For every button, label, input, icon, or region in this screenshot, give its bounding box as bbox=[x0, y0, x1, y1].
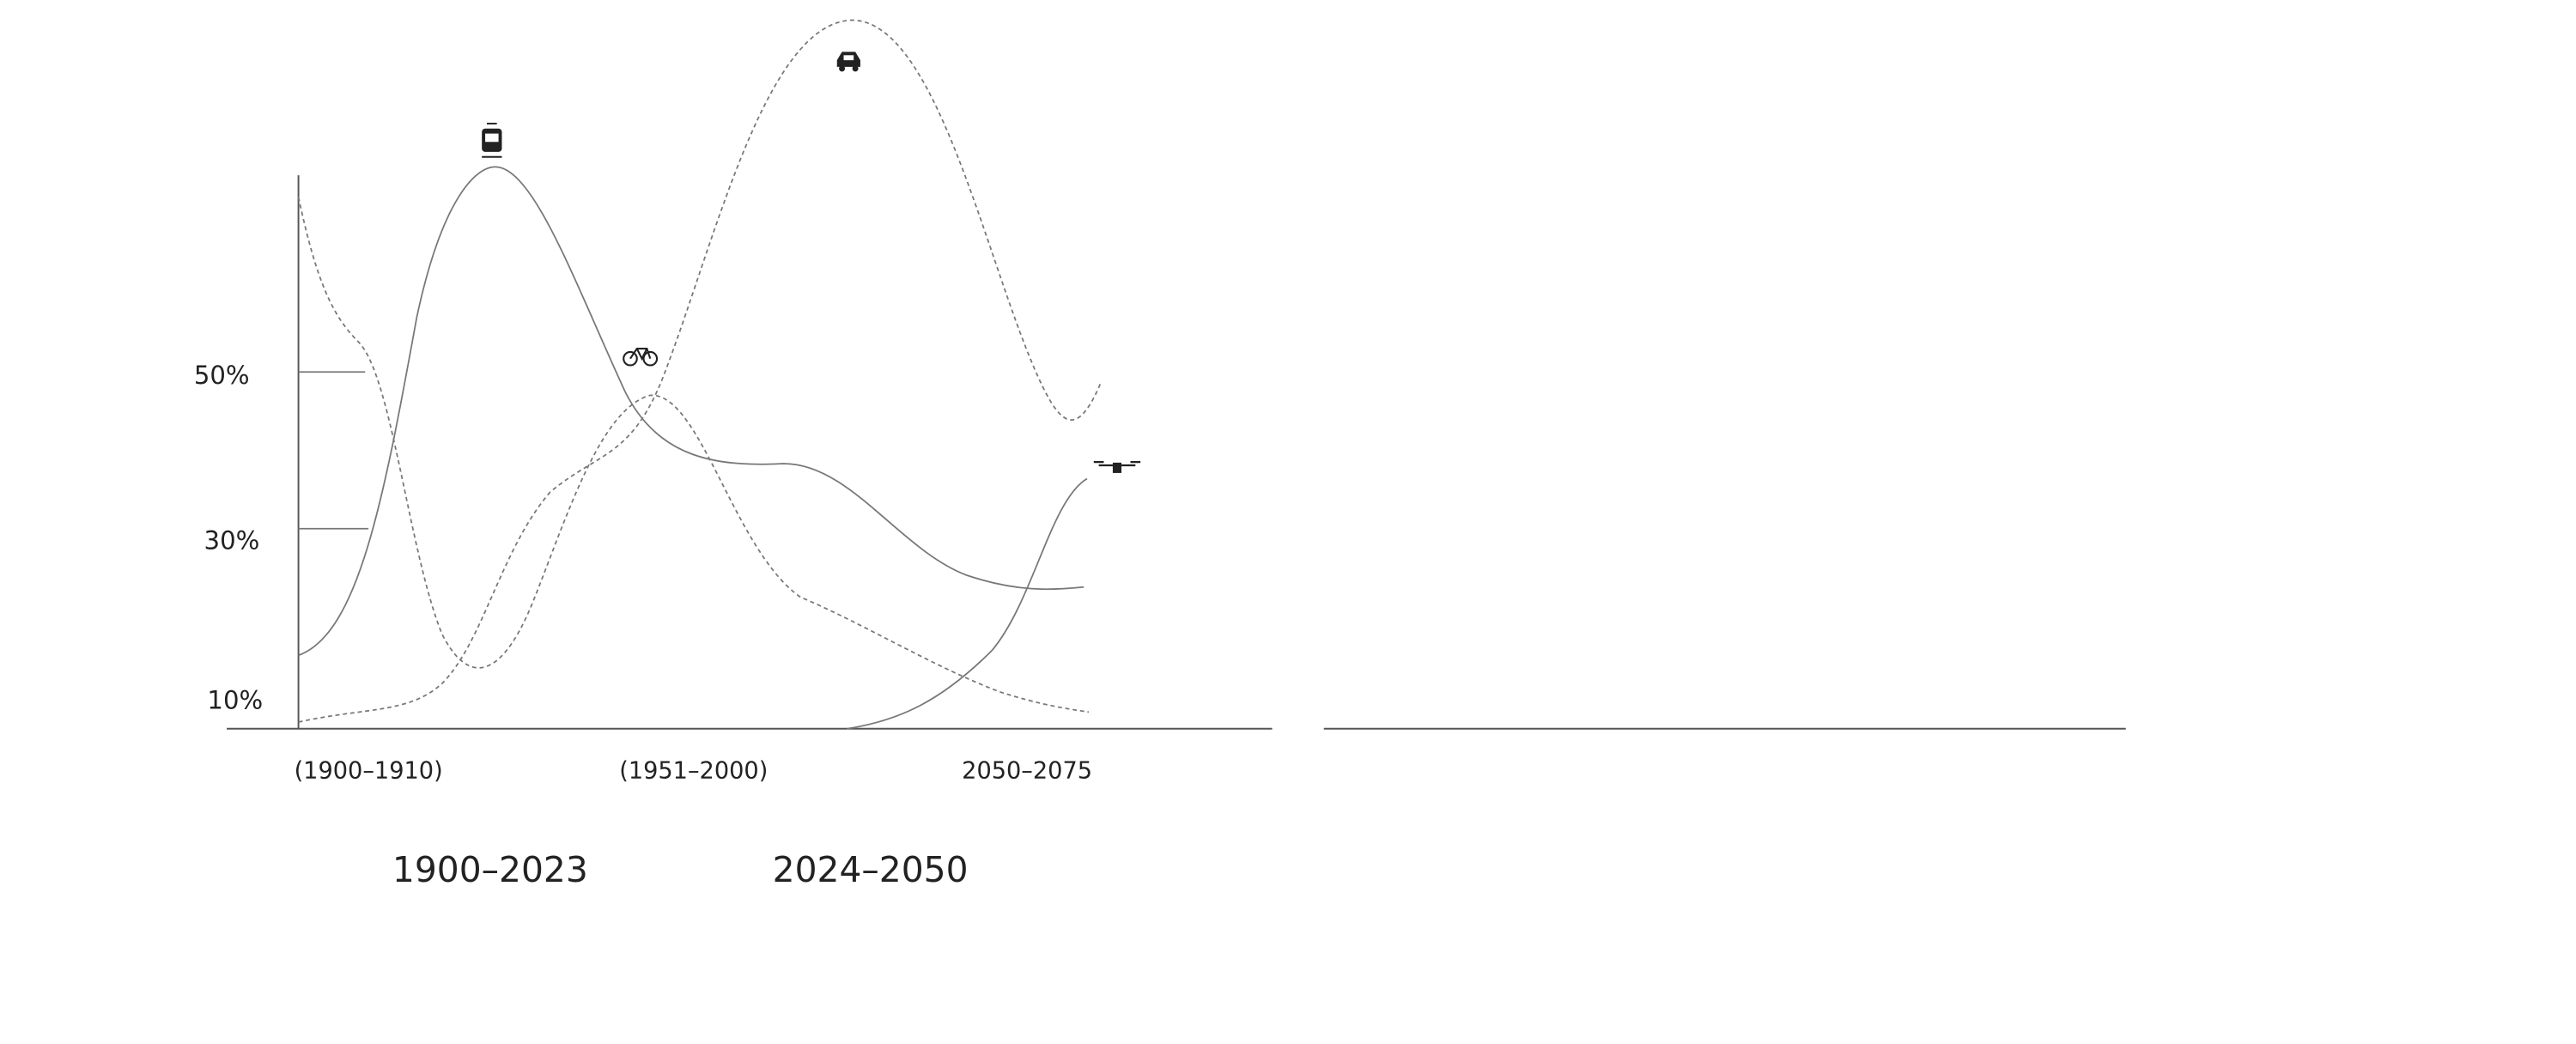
period-label: (1951–2000) bbox=[619, 758, 768, 785]
car-icon bbox=[836, 52, 860, 72]
era-label: 2024–2050 bbox=[773, 849, 969, 890]
y-label: 30% bbox=[204, 525, 260, 555]
bike-icon bbox=[623, 347, 659, 367]
y-label: 10% bbox=[207, 686, 263, 715]
car-curve bbox=[298, 19, 1102, 723]
train-curve bbox=[298, 166, 1084, 657]
era-label: 1900–2023 bbox=[392, 849, 588, 890]
period-label: 2050–2075 bbox=[962, 758, 1092, 785]
bike-curve bbox=[297, 197, 1090, 713]
train-icon bbox=[482, 122, 502, 158]
period-label: (1900–1910) bbox=[295, 758, 443, 785]
y-label: 50% bbox=[194, 361, 250, 390]
drone-curve bbox=[847, 477, 1088, 730]
drone-icon bbox=[1093, 460, 1141, 473]
